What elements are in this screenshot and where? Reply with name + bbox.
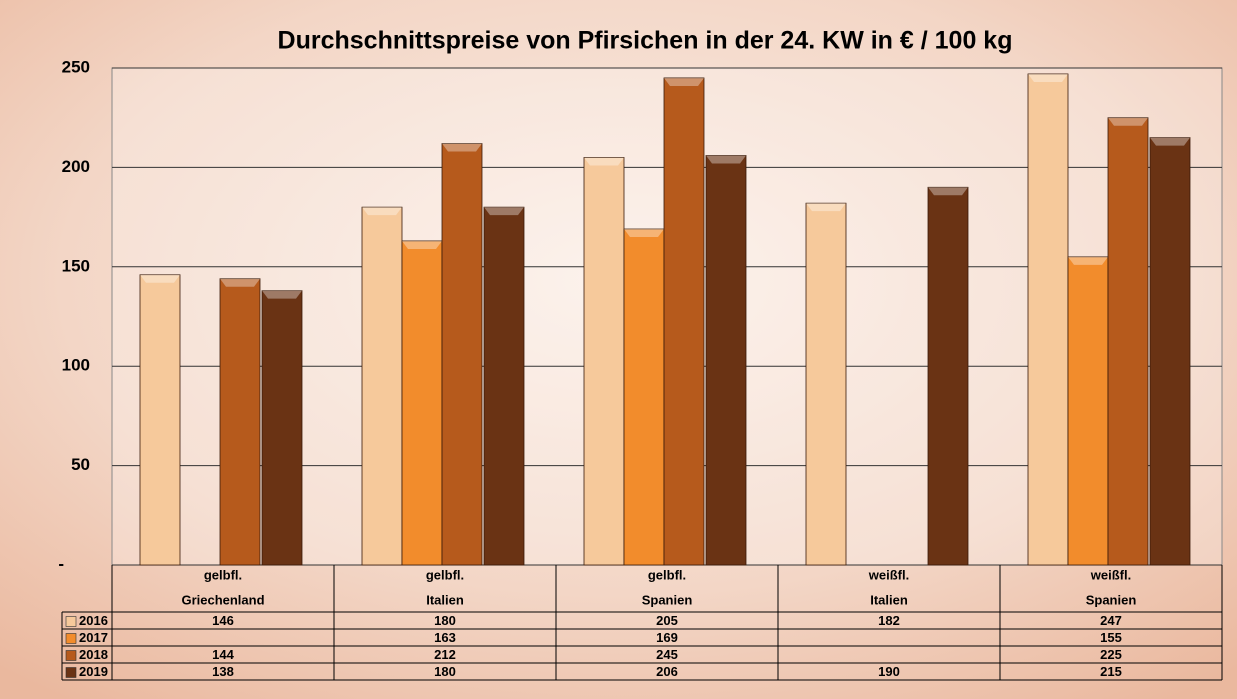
bar-cap [624, 229, 664, 238]
legend-label: 2017 [79, 630, 108, 645]
bar [1149, 137, 1191, 566]
bar [219, 278, 261, 566]
bar-cap [362, 207, 402, 216]
bar [441, 143, 483, 566]
chart-title: Durchschnittspreise von Pfirsichen in de… [278, 27, 1013, 55]
y-tick-label: 150 [62, 256, 90, 275]
legend-swatch [65, 616, 77, 627]
x-tick-label: Griechenland [181, 592, 264, 607]
bar [705, 155, 747, 566]
legend-swatch [65, 633, 77, 644]
data-label: 163 [434, 630, 456, 645]
data-label: 182 [878, 613, 900, 628]
x-tick-label: Spanien [642, 592, 693, 607]
bar-cap [1150, 137, 1190, 146]
bar-cap [220, 278, 260, 287]
data-label: 206 [656, 664, 678, 679]
bar [583, 157, 625, 566]
bar-cap [928, 187, 968, 196]
legend-label: 2018 [79, 647, 108, 662]
bar-cap [402, 240, 442, 249]
data-label: 169 [656, 630, 678, 645]
bar-cap [484, 207, 524, 216]
bar [1067, 256, 1109, 566]
data-label: 155 [1100, 630, 1122, 645]
y-tick-label: 50 [71, 455, 90, 474]
data-label: 138 [212, 664, 234, 679]
bar-cap [1028, 73, 1068, 82]
bar [361, 206, 403, 566]
x-tick-label: weißfl. [1090, 567, 1131, 582]
bar-cap [1068, 256, 1108, 265]
legend-label: 2016 [79, 613, 108, 628]
x-tick-label: weißfl. [868, 567, 909, 582]
bar-cap [262, 290, 302, 299]
x-tick-label: Spanien [1086, 592, 1137, 607]
bar-cap [664, 77, 704, 86]
bar [927, 186, 969, 566]
bar [483, 206, 525, 566]
y-tick-label: 200 [62, 157, 90, 176]
bar [1107, 117, 1149, 566]
data-label: 212 [434, 647, 456, 662]
bar-cap [442, 143, 482, 152]
data-label: 247 [1100, 613, 1122, 628]
data-label: 190 [878, 664, 900, 679]
data-label: 180 [434, 664, 456, 679]
bar [623, 228, 665, 566]
bar [663, 77, 705, 566]
data-label: 180 [434, 613, 456, 628]
bar-cap [806, 203, 846, 212]
x-tick-label: gelbfl. [426, 567, 464, 582]
legend-swatch [65, 650, 77, 661]
data-label: 245 [656, 647, 678, 662]
bar [1027, 73, 1069, 566]
legend-label: 2019 [79, 664, 108, 679]
bar-cap [140, 274, 180, 283]
y-tick-label: 250 [62, 57, 90, 76]
x-tick-label: gelbfl. [204, 567, 242, 582]
y-tick-label: - [58, 554, 64, 573]
y-tick-label: 100 [62, 356, 90, 375]
bar [139, 274, 181, 566]
data-label: 225 [1100, 647, 1122, 662]
x-tick-label: gelbfl. [648, 567, 686, 582]
bar [261, 290, 303, 566]
data-label: 205 [656, 613, 678, 628]
bar-cap [1108, 117, 1148, 126]
bar-cap [584, 157, 624, 166]
data-label: 215 [1100, 664, 1122, 679]
bar [401, 240, 443, 566]
bar-cap [706, 155, 746, 164]
legend-swatch [65, 667, 77, 678]
bar [805, 202, 847, 566]
x-tick-label: Italien [870, 592, 908, 607]
x-tick-label: Italien [426, 592, 464, 607]
data-label: 144 [212, 647, 234, 662]
data-label: 146 [212, 613, 234, 628]
